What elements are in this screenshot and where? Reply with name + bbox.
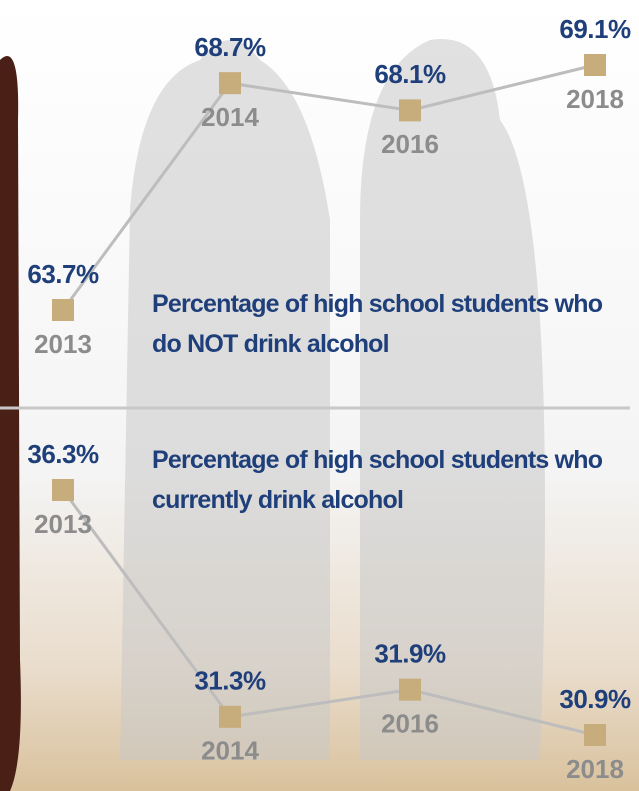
- value-label: 68.7%: [194, 32, 266, 62]
- chart: 63.7% 2013 68.7% 2014 68.1% 2016 69.1% 2018 36.3…: [0, 0, 639, 791]
- chart-title: Percentage of high school students who c…: [152, 440, 607, 520]
- year-label: 2014: [201, 102, 259, 132]
- marker: [219, 706, 241, 728]
- marker: [52, 479, 74, 501]
- year-label: 2016: [381, 709, 439, 739]
- year-label: 2013: [34, 509, 92, 539]
- value-label: 30.9%: [559, 684, 631, 714]
- marker: [219, 72, 241, 94]
- chart-title: Percentage of high school students who d…: [152, 284, 607, 364]
- value-label: 63.7%: [27, 259, 99, 289]
- value-label: 31.3%: [194, 666, 266, 696]
- value-label: 31.9%: [374, 639, 446, 669]
- silhouette: [120, 40, 330, 760]
- year-label: 2018: [566, 84, 624, 114]
- marker: [584, 54, 606, 76]
- bottle: [0, 56, 21, 791]
- year-label: 2016: [381, 129, 439, 159]
- value-label: 68.1%: [374, 59, 446, 89]
- year-label: 2014: [201, 736, 259, 766]
- marker: [399, 99, 421, 121]
- marker: [399, 679, 421, 701]
- marker: [584, 724, 606, 746]
- value-label: 36.3%: [27, 439, 99, 469]
- year-label: 2018: [566, 754, 624, 784]
- value-label: 69.1%: [559, 14, 631, 44]
- year-label: 2013: [34, 329, 92, 359]
- marker: [52, 299, 74, 321]
- infographic: 63.7% 2013 68.7% 2014 68.1% 2016 69.1% 2018 36.3…: [0, 0, 639, 791]
